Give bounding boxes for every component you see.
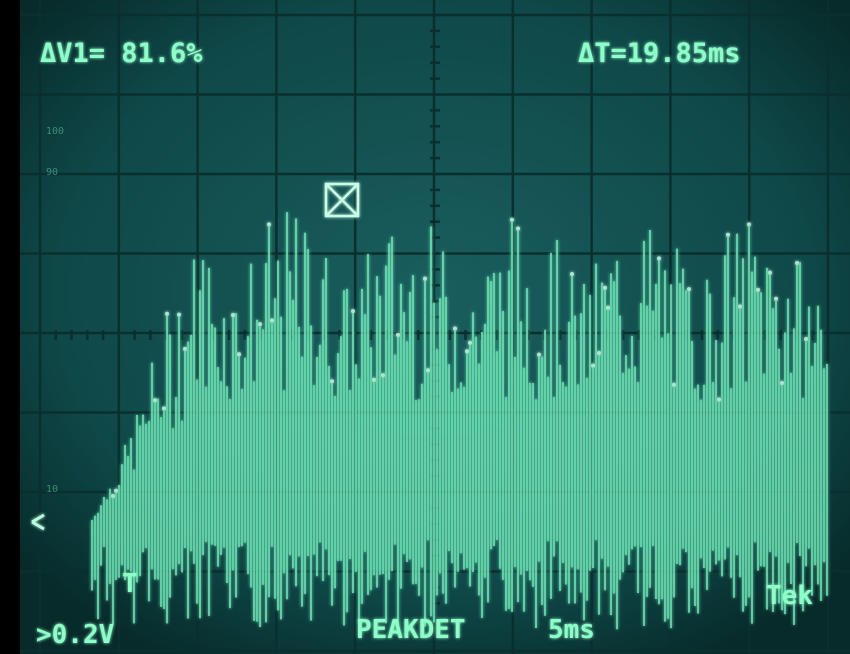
- trace-dot: [516, 226, 520, 231]
- trace-dot: [606, 305, 610, 310]
- trace-dot: [396, 332, 400, 337]
- trace-dot: [768, 270, 772, 275]
- trace-dot: [114, 488, 118, 493]
- trace-dot: [591, 363, 595, 368]
- trace-dot: [795, 260, 799, 265]
- trace-dot: [597, 351, 601, 356]
- trace-dot: [372, 377, 376, 382]
- trace-dot: [780, 381, 784, 386]
- trace-dot: [603, 285, 607, 290]
- trace-dot: [237, 352, 241, 357]
- cursor-cross: [325, 183, 359, 217]
- brand-label: Tek: [766, 581, 813, 611]
- trace-dot: [717, 397, 721, 402]
- trace-dot: [726, 232, 730, 237]
- trace-dot: [672, 382, 676, 387]
- trace-dot: [537, 352, 541, 357]
- graticule-label: 90: [46, 167, 58, 178]
- ground-arrow: [31, 513, 45, 531]
- trace-dot: [756, 287, 760, 292]
- graticule-label: 10: [46, 484, 58, 495]
- trace-dot: [747, 222, 751, 227]
- trace-dot: [468, 340, 472, 345]
- trace-dot: [453, 326, 457, 331]
- trace-dot: [570, 272, 574, 277]
- trace-dot: [465, 349, 469, 354]
- trace-dot: [657, 256, 661, 261]
- trace-dot: [267, 222, 271, 227]
- volts-per-div: >0.2V: [36, 620, 114, 650]
- trace-dot: [258, 322, 262, 327]
- trace-dot: [381, 373, 385, 378]
- trace-dot: [510, 217, 514, 222]
- trace-dot: [423, 276, 427, 281]
- trace-dot: [183, 346, 187, 351]
- trace-dot: [330, 379, 334, 384]
- time-per-div: 5ms: [548, 615, 595, 645]
- trace-dot: [165, 311, 169, 316]
- waveform: [91, 212, 828, 630]
- acquisition-mode: PEAKDET: [356, 615, 466, 645]
- trigger-marker: T: [122, 569, 138, 599]
- trace-dot: [231, 312, 235, 317]
- trace-dot: [738, 304, 742, 309]
- trace-dot: [426, 368, 430, 373]
- trace-dot: [270, 318, 274, 323]
- trace-dot: [111, 493, 115, 498]
- graticule-label: 100: [46, 126, 64, 137]
- cursor-box: [324, 182, 360, 218]
- trace-dot: [774, 296, 778, 301]
- trace-dot: [153, 398, 157, 403]
- trace-dot: [177, 312, 181, 317]
- trace-dot: [687, 287, 691, 292]
- trace-dot: [804, 337, 808, 342]
- trace-dot: [162, 406, 166, 411]
- delta-t-readout: ΔT=19.85ms: [578, 38, 741, 69]
- cursor-marker: [324, 182, 360, 218]
- trace-dot: [351, 309, 355, 314]
- delta-v-readout: ΔV1= 81.6%: [40, 38, 203, 69]
